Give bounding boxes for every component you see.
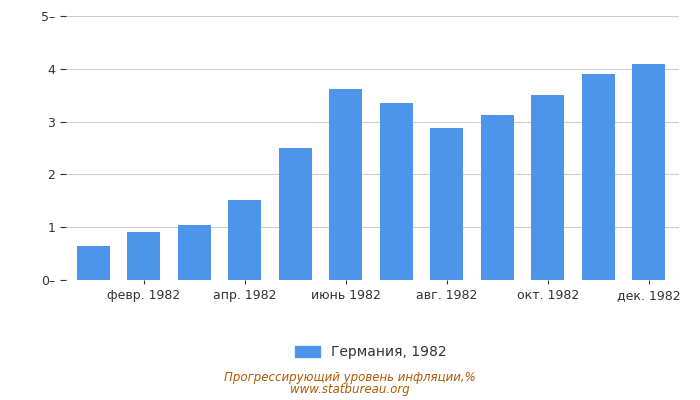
Bar <box>430 128 463 280</box>
Bar <box>178 225 211 280</box>
Bar <box>329 89 362 280</box>
Bar <box>481 115 514 280</box>
Text: www.statbureau.org: www.statbureau.org <box>290 384 410 396</box>
Bar <box>531 95 564 280</box>
Bar <box>228 200 261 280</box>
Bar <box>632 64 665 280</box>
Bar <box>279 148 312 280</box>
Bar <box>77 246 110 280</box>
Legend: Германия, 1982: Германия, 1982 <box>290 340 452 365</box>
Bar <box>127 232 160 280</box>
Bar <box>582 74 615 280</box>
Text: Прогрессирующий уровень инфляции,%: Прогрессирующий уровень инфляции,% <box>224 372 476 384</box>
Bar <box>380 102 413 280</box>
